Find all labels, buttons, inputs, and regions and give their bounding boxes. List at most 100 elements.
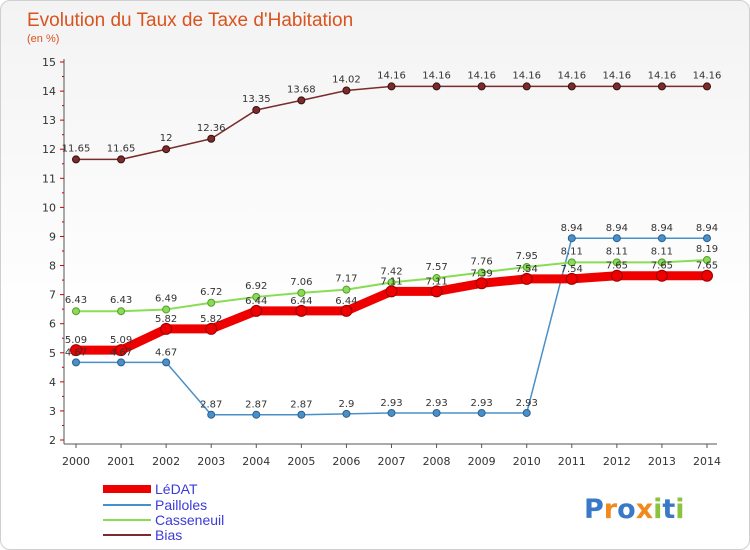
- x-tick-label: 2003: [197, 455, 225, 468]
- x-tick-label: 2013: [648, 455, 676, 468]
- data-point-casseneuil: [432, 274, 441, 283]
- legend-label-casseneuil: Casseneuil: [155, 512, 224, 528]
- y-tick-label: 5: [49, 347, 56, 360]
- y-tick-label: 15: [42, 56, 56, 69]
- data-label-casseneuil: 6.43: [110, 295, 132, 306]
- data-point-ledat: [340, 304, 353, 317]
- data-point-bias: [342, 86, 351, 95]
- data-point-pailloles: [72, 358, 80, 367]
- data-point-bias: [567, 82, 576, 91]
- data-label-casseneuil: 8.11: [651, 246, 673, 257]
- y-tick-label: 6: [49, 318, 56, 331]
- data-point-bias: [252, 105, 261, 114]
- data-label-pailloles: 2.87: [200, 400, 222, 411]
- y-tick-label: 13: [42, 114, 56, 127]
- data-label-bias: 14.16: [467, 70, 496, 81]
- data-label-pailloles: 8.94: [606, 223, 628, 234]
- data-label-ledat: 7.65: [651, 261, 673, 272]
- data-point-casseneuil: [477, 268, 486, 277]
- y-tick-label: 4: [49, 376, 56, 389]
- x-tick-label: 2002: [152, 455, 180, 468]
- x-tick-label: 2007: [378, 455, 406, 468]
- x-tick-label: 2000: [62, 455, 90, 468]
- data-label-pailloles: 2.93: [380, 398, 402, 409]
- data-label-bias: 14.16: [557, 70, 586, 81]
- data-point-bias: [117, 155, 126, 164]
- x-tick-label: 2008: [423, 455, 451, 468]
- data-label-pailloles: 2.87: [290, 400, 312, 411]
- data-label-casseneuil: 7.95: [516, 251, 538, 262]
- data-label-casseneuil: 8.11: [606, 246, 628, 257]
- chart-title: Evolution du Taux de Taxe d'Habitation: [27, 10, 353, 31]
- logo-letter: t: [662, 494, 675, 525]
- data-point-pailloles: [207, 410, 216, 419]
- x-tick-label: 2010: [513, 455, 541, 468]
- data-point-pailloles: [432, 408, 441, 417]
- data-label-casseneuil: 7.76: [471, 257, 493, 268]
- data-label-casseneuil: 6.92: [245, 281, 267, 292]
- logo-letter: x: [636, 494, 653, 525]
- data-point-ledat: [565, 272, 578, 285]
- data-point-pailloles: [703, 234, 711, 243]
- data-point-ledat: [475, 277, 488, 290]
- series-casseneuil: [72, 256, 711, 316]
- series-bias: [72, 82, 711, 164]
- data-point-casseneuil: [72, 307, 80, 316]
- series-pailloles: [72, 234, 711, 419]
- logo-letter: P: [584, 494, 604, 525]
- y-tick-label: 11: [42, 172, 56, 185]
- data-label-ledat: 5.82: [155, 314, 177, 325]
- data-point-ledat: [205, 322, 218, 335]
- data-point-casseneuil: [522, 262, 531, 271]
- data-label-casseneuil: 8.11: [561, 246, 583, 257]
- data-point-ledat: [610, 269, 623, 282]
- data-point-casseneuil: [297, 288, 306, 297]
- y-tick-label: 3: [49, 405, 56, 418]
- data-label-bias: 14.16: [603, 70, 632, 81]
- data-label-ledat: 5.09: [65, 335, 87, 346]
- data-label-ledat: 7.65: [606, 261, 628, 272]
- data-label-ledat: 7.39: [471, 268, 493, 279]
- data-point-ledat: [520, 272, 533, 285]
- data-point-pailloles: [612, 234, 621, 243]
- logo-letter: o: [617, 494, 636, 525]
- logo-letter: i: [675, 494, 684, 525]
- data-label-bias: 11.65: [62, 143, 91, 154]
- data-label-ledat: 7.54: [561, 264, 583, 275]
- x-tick-label: 2005: [287, 455, 315, 468]
- data-point-pailloles: [117, 358, 126, 367]
- data-label-bias: 14.16: [648, 70, 677, 81]
- logo-letter: i: [653, 494, 662, 525]
- legend-label-bias: Bias: [155, 527, 182, 543]
- data-point-casseneuil: [117, 307, 126, 316]
- data-label-bias: 13.35: [242, 94, 271, 105]
- data-point-casseneuil: [657, 258, 666, 267]
- data-labels: 5.09 5.09 5.82 5.82 6.44 6.44 6.44 7.11 7.11 7.39…: [62, 70, 722, 410]
- y-tick-label: 14: [42, 85, 56, 98]
- data-label-pailloles: 8.94: [696, 223, 718, 234]
- data-label-bias: 13.68: [287, 84, 316, 95]
- data-point-bias: [703, 82, 711, 91]
- data-label-pailloles: 2.93: [471, 398, 493, 409]
- data-point-casseneuil: [342, 285, 351, 294]
- data-label-pailloles: 4.67: [110, 347, 132, 358]
- proxiti-wordmark: Proxiti: [584, 494, 685, 525]
- x-tick-label: 2009: [468, 455, 496, 468]
- data-point-ledat: [115, 344, 128, 357]
- data-point-casseneuil: [252, 292, 261, 301]
- data-point-ledat: [430, 285, 443, 298]
- data-label-ledat: 7.11: [425, 276, 447, 287]
- data-point-bias: [612, 82, 621, 91]
- data-label-casseneuil: 8.19: [696, 244, 718, 255]
- data-point-bias: [657, 82, 666, 91]
- data-label-bias: 14.16: [693, 70, 722, 81]
- data-point-pailloles: [252, 410, 261, 419]
- data-label-bias: 14.16: [422, 70, 451, 81]
- data-point-ledat: [160, 322, 173, 335]
- data-point-ledat: [295, 304, 308, 317]
- data-label-pailloles: 2.93: [425, 398, 447, 409]
- data-label-casseneuil: 7.57: [425, 262, 447, 273]
- data-point-ledat: [701, 269, 713, 282]
- data-label-casseneuil: 6.43: [65, 295, 87, 306]
